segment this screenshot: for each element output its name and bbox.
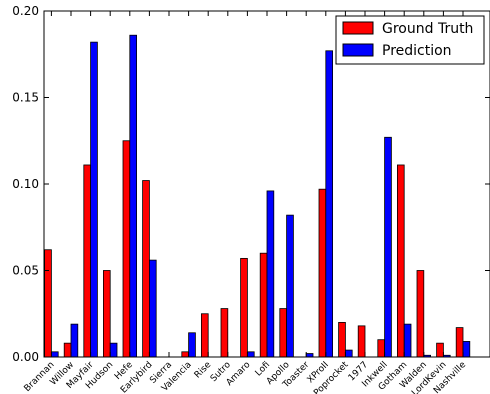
legend-swatch-ground-truth [342,21,374,35]
bar-xproii-ground-truth [318,188,327,358]
legend-swatch-prediction [342,43,374,57]
plot-frame [43,10,490,358]
bar-apollo-prediction [286,214,294,358]
bar-valencia-ground-truth [181,351,190,358]
bar-amaro-prediction [246,351,255,358]
bar-walden-ground-truth [416,270,425,358]
y-tick-label: 0.00 [12,350,39,364]
y-tick-label: 0.05 [12,264,39,278]
bar-hudson-prediction [109,342,118,358]
legend-label-ground-truth: Ground Truth [382,21,473,37]
legend-label-prediction: Prediction [382,43,452,59]
bar-earlybird-ground-truth [142,180,150,358]
bar-sutro-ground-truth [220,308,229,358]
bar-lofi-ground-truth [259,252,268,358]
bar-valencia-prediction [188,332,196,358]
bar-brannan-prediction [51,351,59,358]
bar-inkwell-ground-truth [377,339,385,358]
bar-xproii-prediction [325,50,333,358]
bar-inkwell-prediction [384,136,392,358]
bar-poprocket-prediction [344,349,353,358]
legend: Ground Truth Prediction [335,15,485,65]
y-tick-label: 0.10 [12,177,39,191]
y-tick-label: 0.15 [12,91,39,105]
y-axis: 0.00 0.05 0.10 0.15 0.20 [12,4,490,364]
bar-nashville-ground-truth [455,327,464,358]
bar-lordkevin-ground-truth [436,342,444,358]
bar-amaro-ground-truth [240,257,248,358]
bar-gotham-ground-truth [396,164,405,358]
bar-hefe-prediction [129,34,138,358]
bar-nashville-prediction [462,341,471,358]
bar-lofi-prediction [266,190,275,358]
bar-earlybird-prediction [148,259,157,358]
bar-poprocket-ground-truth [338,321,346,358]
bars-group [44,34,471,358]
bar-mayfair-prediction [90,41,98,358]
bar-willow-ground-truth [63,342,72,358]
bar-hefe-ground-truth [122,140,131,358]
bar-hudson-ground-truth [103,270,111,358]
bar-willow-prediction [70,323,79,358]
bar-toaster-prediction [305,353,314,358]
bar-mayfair-ground-truth [83,164,92,358]
bar-rise-ground-truth [200,313,209,358]
bar-gotham-prediction [403,323,412,358]
bar-brannan-ground-truth [44,249,52,358]
bar-apollo-ground-truth [279,308,287,358]
bar-1977-ground-truth [357,325,366,358]
y-tick-label: 0.20 [12,4,39,18]
